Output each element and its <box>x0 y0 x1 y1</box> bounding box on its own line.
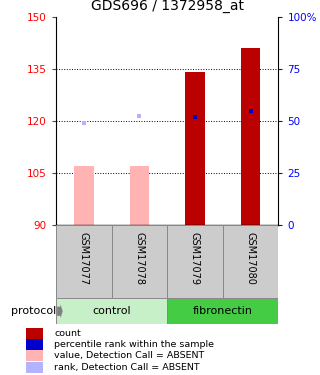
Text: count: count <box>54 329 81 338</box>
Text: GSM17078: GSM17078 <box>134 232 144 285</box>
Text: GSM17080: GSM17080 <box>246 232 256 285</box>
Text: percentile rank within the sample: percentile rank within the sample <box>54 340 214 349</box>
Bar <box>167 298 278 324</box>
Bar <box>112 225 167 298</box>
FancyArrow shape <box>57 304 63 318</box>
Bar <box>223 225 278 298</box>
Text: rank, Detection Call = ABSENT: rank, Detection Call = ABSENT <box>54 363 200 372</box>
Bar <box>26 350 43 361</box>
Text: GSM17079: GSM17079 <box>190 232 200 285</box>
Text: protocol: protocol <box>11 306 56 316</box>
Bar <box>167 225 223 298</box>
Text: GSM17077: GSM17077 <box>79 232 89 285</box>
Bar <box>185 72 205 225</box>
Text: control: control <box>92 306 131 316</box>
Bar <box>26 328 43 339</box>
Bar <box>241 48 260 225</box>
Bar <box>130 166 149 225</box>
Bar <box>74 166 93 225</box>
Title: GDS696 / 1372958_at: GDS696 / 1372958_at <box>91 0 244 13</box>
Text: fibronectin: fibronectin <box>193 306 253 316</box>
Bar <box>26 339 43 350</box>
Bar <box>26 362 43 374</box>
Bar <box>56 298 167 324</box>
Bar <box>56 225 112 298</box>
Text: value, Detection Call = ABSENT: value, Detection Call = ABSENT <box>54 351 205 360</box>
